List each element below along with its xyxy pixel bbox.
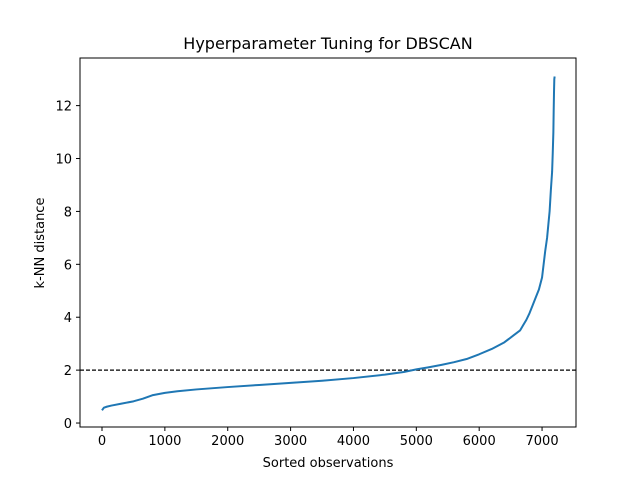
chart-title: Hyperparameter Tuning for DBSCAN — [183, 34, 472, 53]
y-tick-label: 12 — [55, 100, 72, 115]
x-tick-label: 0 — [98, 434, 106, 449]
knn-distance-line — [101, 76, 556, 411]
y-tick-label: 4 — [64, 311, 72, 326]
plot-area: 0 1000 2000 3000 4000 5000 6000 7000 0 2 4 6 8 10 12 — [55, 57, 577, 449]
x-tick-label: 5000 — [400, 434, 433, 449]
x-tick-label: 4000 — [337, 434, 370, 449]
y-tick-label: 0 — [64, 417, 72, 432]
x-tick-label: 6000 — [463, 434, 496, 449]
x-tick-label: 3000 — [274, 434, 307, 449]
y-tick-label: 6 — [64, 258, 72, 273]
y-axis-label: k-NN distance — [33, 198, 48, 289]
x-tick-label: 1000 — [148, 434, 181, 449]
x-axis-label: Sorted observations — [263, 456, 394, 471]
y-tick-label: 10 — [55, 153, 72, 168]
y-tick-label: 8 — [64, 205, 72, 220]
x-tick-label: 2000 — [211, 434, 244, 449]
y-tick-label: 2 — [64, 364, 72, 379]
x-tick-label: 7000 — [526, 434, 559, 449]
plot-frame — [79, 57, 577, 428]
